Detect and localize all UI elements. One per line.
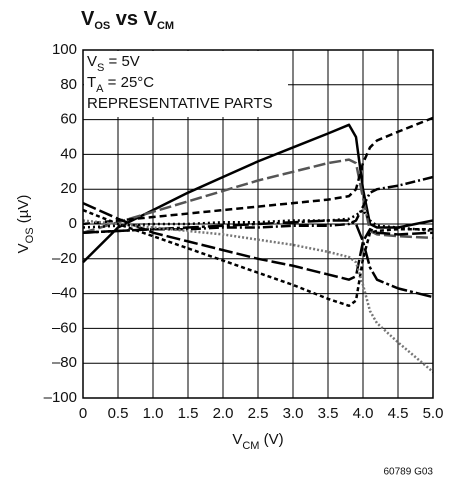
x-tick-label: 2.0 xyxy=(213,405,234,422)
x-tick-label: 4.5 xyxy=(388,405,409,422)
series-line xyxy=(82,219,434,373)
y-tick-label: 100 xyxy=(52,41,77,58)
annotation: TA = 25°C xyxy=(87,74,154,95)
y-axis-label-part: (µV) xyxy=(15,195,32,228)
chart-title-part: CM xyxy=(157,20,174,32)
y-tick-label: –20 xyxy=(52,250,77,267)
annotation-part: V xyxy=(87,53,97,70)
x-tick-label: 1.5 xyxy=(178,405,199,422)
footnote: 60789 G03 xyxy=(384,467,434,478)
series-line xyxy=(82,201,434,281)
y-tick-label: 0 xyxy=(69,215,77,232)
annotation: VS = 5V xyxy=(87,53,140,74)
annotation-part: T xyxy=(87,74,96,91)
chart-title: VOS vs VCM xyxy=(81,8,174,32)
annotation-part: REPRESENTATIVE PARTS xyxy=(87,95,273,112)
x-tick-label: 2.5 xyxy=(248,405,269,422)
x-tick-label: 0 xyxy=(79,405,87,422)
series-line xyxy=(82,208,433,308)
y-tick-label: –80 xyxy=(52,354,77,371)
y-axis-label: VOS (µV) xyxy=(15,195,36,254)
y-axis-label-part: OS xyxy=(24,227,36,243)
x-tick-label: 1.0 xyxy=(143,405,164,422)
annotation-part: A xyxy=(96,83,104,95)
chart-title-part: vs V xyxy=(110,8,157,30)
y-tick-label: 80 xyxy=(60,76,77,93)
series-line xyxy=(82,116,434,226)
x-tick-label: 5.0 xyxy=(423,405,444,422)
series-line xyxy=(82,123,434,264)
x-axis-label-part: CM xyxy=(242,440,259,452)
y-tick-label: 40 xyxy=(60,145,77,162)
annotation-background xyxy=(84,51,288,117)
y-tick-label: –40 xyxy=(52,285,77,302)
x-tick-label: 3.5 xyxy=(318,405,339,422)
y-tick-label: 20 xyxy=(60,180,77,197)
x-tick-label: 3.0 xyxy=(283,405,304,422)
annotation-part: = 25°C xyxy=(104,74,155,91)
y-axis-label-part: V xyxy=(15,243,32,253)
series-line xyxy=(82,158,434,240)
annotation-part: = 5V xyxy=(104,53,139,70)
x-axis-label-part: (V) xyxy=(259,431,283,448)
y-tick-label: 60 xyxy=(60,111,77,128)
plot-frame xyxy=(82,49,434,399)
y-tick-label: –100 xyxy=(44,389,77,406)
series-line xyxy=(82,208,434,233)
chart-title-part: V xyxy=(81,8,95,30)
x-axis-label-part: V xyxy=(232,431,242,448)
annotation-part: S xyxy=(97,62,104,74)
y-tick-label: –60 xyxy=(52,319,77,336)
x-tick-label: 4.0 xyxy=(353,405,374,422)
annotation: REPRESENTATIVE PARTS xyxy=(87,95,273,112)
x-axis-label: VCM (V) xyxy=(232,431,283,452)
chart-title-part: OS xyxy=(94,20,110,32)
x-tick-label: 0.5 xyxy=(108,405,129,422)
